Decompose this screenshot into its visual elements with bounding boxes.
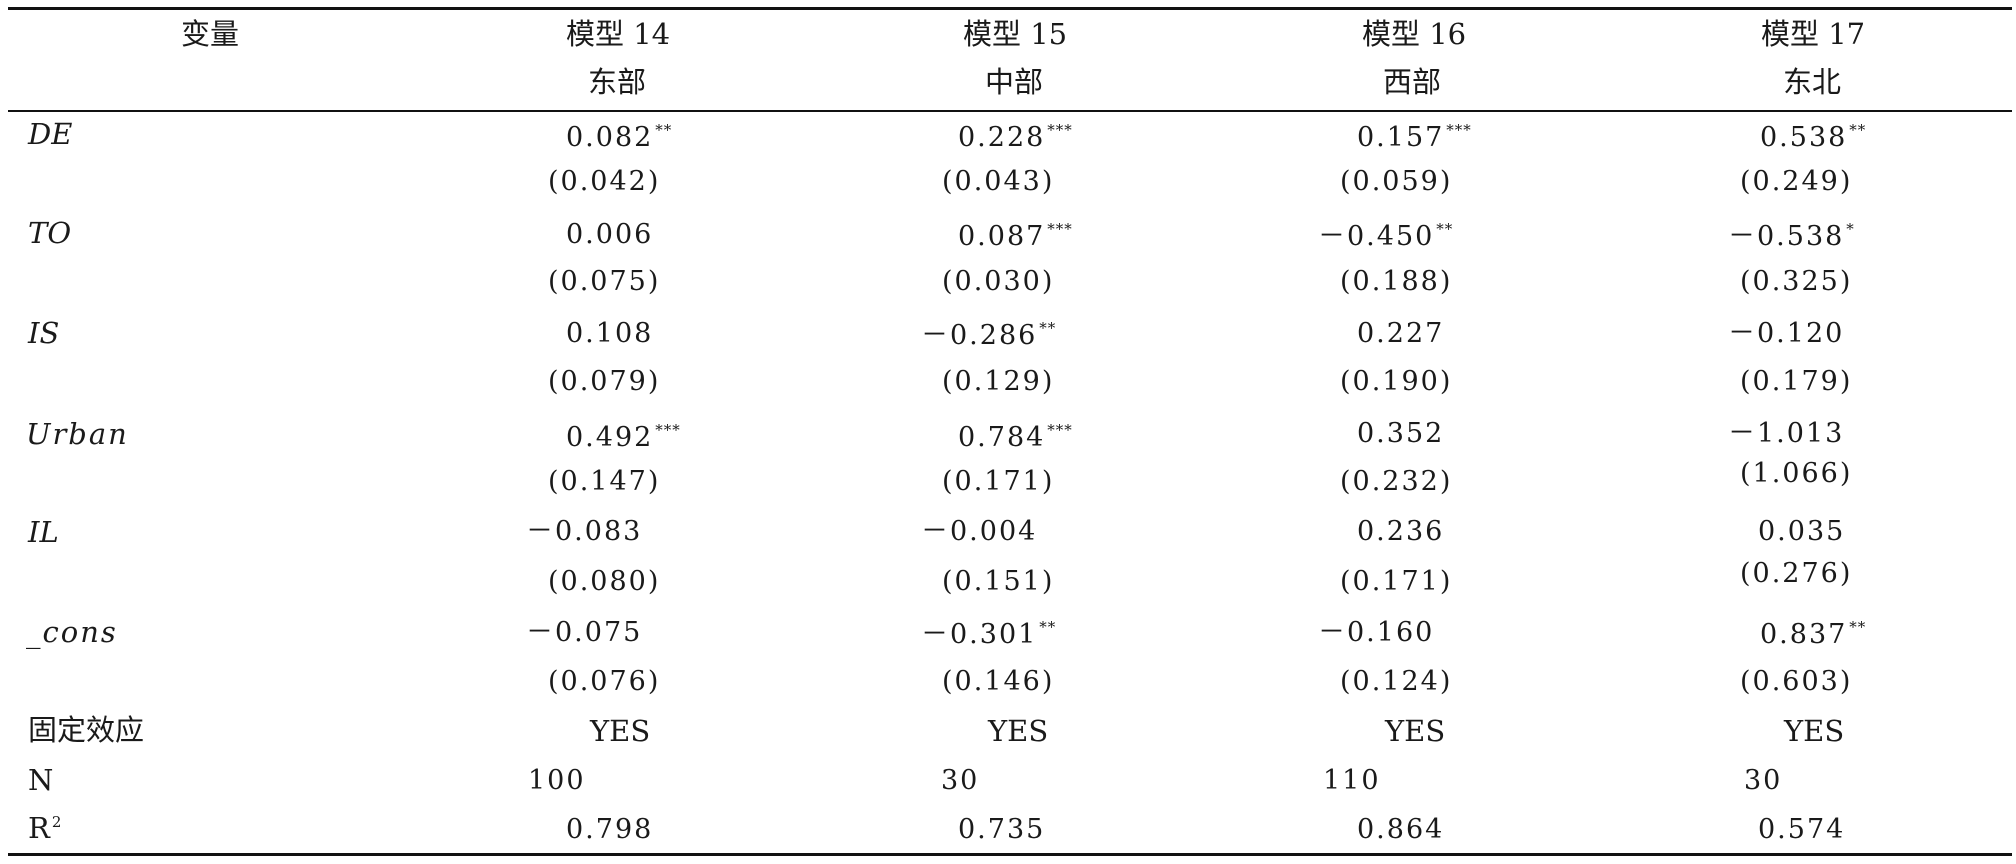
se-il-m14: (0.080) [548,566,661,597]
coef-de-m15: 0.228 *** [958,121,1073,153]
row-label-cons: _cons [26,615,118,649]
se-de-m16: (0.059) [1340,166,1453,197]
coef-to-m17: －0.538 * [1728,220,1855,252]
r2-m17: 0.574 [1758,814,1846,845]
header-model-14: 模型 14 [566,17,671,51]
coef-il-m16: 0.236 [1357,516,1445,547]
se-urban-m17: (1.066) [1740,458,1853,489]
r2-m14: 0.798 [566,814,654,845]
header-region-northeast: 东北 [1783,65,1842,99]
fe-m14: YES [590,714,651,748]
row-label-fixed-effects: 固定效应 [28,713,145,747]
coef-de-m14: 0.082 ** [566,121,673,153]
se-cons-m17: (0.603) [1740,666,1853,697]
header-region-west: 西部 [1383,65,1442,99]
coef-cons-m14: －0.075 [526,617,643,648]
coef-to-m16: －0.450 ** [1318,220,1454,252]
coef-cons-m17: 0.837 ** [1760,618,1867,650]
r2-m15: 0.735 [958,814,1046,845]
coef-to-m14: 0.006 [566,219,654,250]
se-urban-m16: (0.232) [1340,466,1453,497]
bottom-rule [8,853,2012,856]
header-rule [8,110,2012,112]
top-rule [8,7,2012,10]
se-cons-m16: (0.124) [1340,666,1453,697]
coef-urban-m17: －1.013 [1728,418,1845,449]
r2-m16: 0.864 [1357,814,1445,845]
coef-urban-m14: 0.492 *** [566,421,681,453]
coef-cons-m15: －0.301 ** [921,618,1057,650]
se-cons-m14: (0.076) [548,666,661,697]
fe-m15: YES [988,714,1049,748]
coef-is-m16: 0.227 [1357,318,1445,349]
header-region-central: 中部 [985,65,1044,99]
coef-cons-m16: －0.160 [1318,617,1435,648]
coef-il-m14: －0.083 [526,516,643,547]
header-model-15: 模型 15 [963,17,1068,51]
se-is-m14: (0.079) [548,366,661,397]
row-label-de: DE [28,117,73,151]
row-label-to: TO [28,216,72,250]
se-is-m17: (0.179) [1740,366,1853,397]
coef-urban-m16: 0.352 [1357,418,1445,449]
se-to-m14: (0.075) [548,266,661,297]
coef-to-m15: 0.087 *** [958,220,1073,252]
se-is-m15: (0.129) [942,366,1055,397]
row-label-n: N [28,763,54,797]
se-de-m17: (0.249) [1740,166,1853,197]
coef-il-m15: －0.004 [921,516,1038,547]
header-region-east: 东部 [588,65,647,99]
header-model-17: 模型 17 [1761,17,1866,51]
coef-is-m15: －0.286 ** [921,319,1057,351]
coef-is-m17: －0.120 [1728,318,1845,349]
row-label-il: IL [28,515,59,549]
n-m15: 30 [941,765,980,796]
header-model-16: 模型 16 [1362,17,1467,51]
fe-m16: YES [1385,714,1446,748]
se-urban-m15: (0.171) [942,466,1055,497]
row-label-is: IS [28,316,60,350]
se-to-m15: (0.030) [942,266,1055,297]
n-m16: 110 [1323,765,1381,796]
se-to-m16: (0.188) [1340,266,1453,297]
coef-de-m17: 0.538 ** [1760,121,1867,153]
fe-m17: YES [1784,714,1845,748]
coef-de-m16: 0.157 *** [1357,121,1472,153]
se-cons-m15: (0.146) [942,666,1055,697]
row-label-urban: Urban [26,417,129,451]
se-to-m17: (0.325) [1740,266,1853,297]
se-de-m15: (0.043) [942,166,1055,197]
header-variable: 变量 [181,17,240,51]
se-il-m16: (0.171) [1340,566,1453,597]
se-il-m17: (0.276) [1740,558,1853,589]
coef-urban-m15: 0.784 *** [958,421,1073,453]
se-il-m15: (0.151) [942,566,1055,597]
se-urban-m14: (0.147) [548,466,661,497]
coef-il-m17: 0.035 [1758,516,1846,547]
se-de-m14: (0.042) [548,166,661,197]
n-m14: 100 [528,765,586,796]
se-is-m16: (0.190) [1340,366,1453,397]
n-m17: 30 [1744,765,1783,796]
coef-is-m14: 0.108 [566,318,654,349]
